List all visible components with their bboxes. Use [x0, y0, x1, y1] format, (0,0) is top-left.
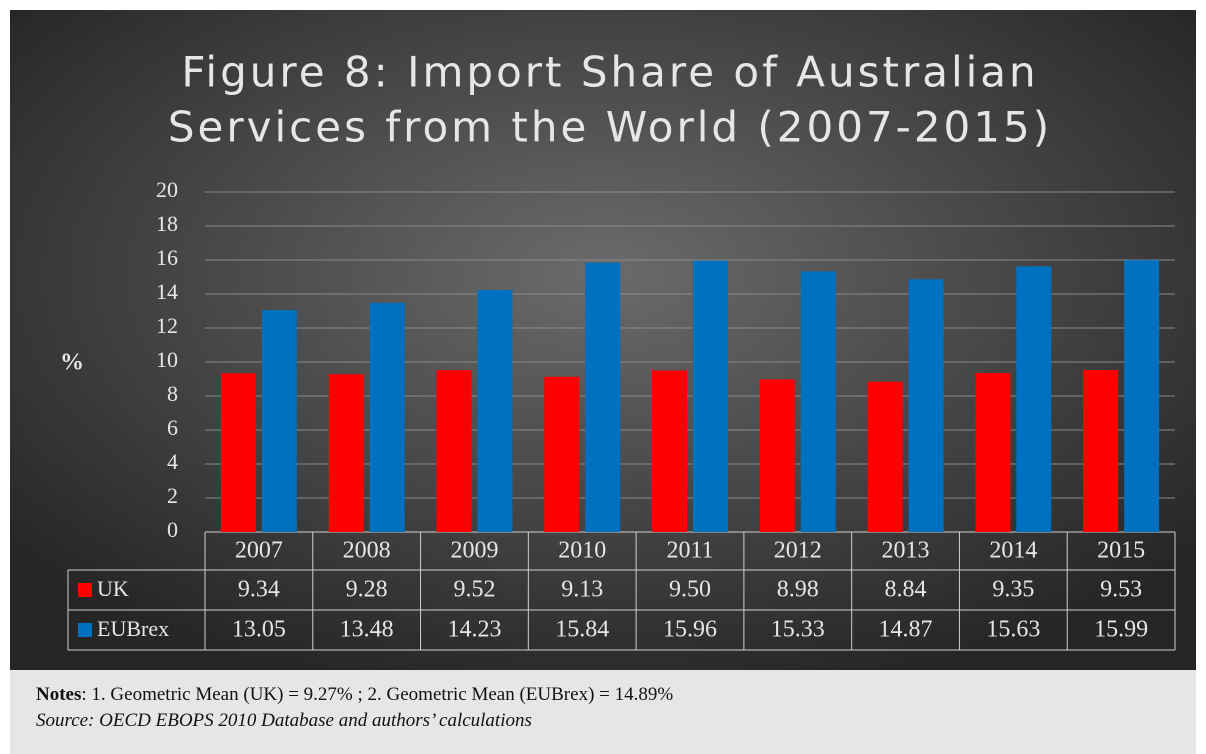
bar: [652, 370, 687, 532]
bar: [477, 290, 513, 532]
table-value: 8.84: [885, 577, 927, 603]
y-tick-label: 10: [156, 347, 178, 372]
table-value: 15.63: [986, 617, 1040, 643]
bar: [436, 370, 472, 532]
bar: [1083, 369, 1119, 532]
bar: [220, 373, 256, 532]
bar: [261, 310, 297, 532]
x-tick-label: 2013: [882, 538, 930, 564]
y-tick-label: 16: [156, 245, 178, 270]
x-tick-label: 2009: [450, 538, 498, 564]
table-value: 13.05: [232, 617, 286, 643]
notes-line: Notes: 1. Geometric Mean (UK) = 9.27% ; …: [36, 682, 1196, 708]
y-tick-label: 0: [167, 517, 178, 542]
x-tick-label: 2007: [235, 538, 283, 564]
chart-title: Services from the World (2007-2015): [168, 103, 1052, 152]
bar: [867, 381, 903, 532]
bar: [369, 302, 405, 532]
bar: [585, 262, 621, 532]
bar: [908, 279, 944, 532]
legend-swatch: [78, 583, 92, 597]
x-tick-label: 2011: [666, 538, 713, 564]
table-value: 9.50: [669, 577, 711, 603]
bar: [975, 373, 1011, 532]
table-value: 9.28: [346, 577, 388, 603]
table-value: 9.52: [453, 577, 495, 603]
table-value: 13.48: [340, 617, 394, 643]
table-value: 15.99: [1094, 617, 1148, 643]
table-value: 15.84: [555, 617, 609, 643]
bar: [328, 374, 364, 532]
table-value: 9.34: [238, 577, 280, 603]
chart-title: Figure 8: Import Share of Australian: [181, 48, 1038, 97]
y-tick-label: 4: [167, 449, 178, 474]
x-tick-label: 2010: [558, 538, 606, 564]
table-value: 9.53: [1100, 577, 1142, 603]
bar: [544, 376, 580, 532]
table-value: 8.98: [777, 577, 819, 603]
y-tick-label: 18: [156, 211, 178, 236]
y-tick-label: 2: [167, 483, 178, 508]
legend-swatch: [78, 623, 92, 637]
x-tick-label: 2015: [1097, 538, 1145, 564]
table-value: 9.13: [561, 577, 603, 603]
y-tick-label: 6: [167, 415, 178, 440]
bar: [1124, 260, 1160, 532]
y-tick-label: 20: [156, 177, 178, 202]
notes-label: Notes: [36, 684, 82, 705]
bar: [693, 260, 728, 532]
table-value: 9.35: [992, 577, 1034, 603]
y-tick-label: 12: [156, 313, 178, 338]
bar: [1016, 266, 1052, 532]
table-value: 15.96: [663, 617, 717, 643]
bar: [800, 271, 836, 532]
table-value: 14.87: [879, 617, 933, 643]
x-tick-label: 2008: [343, 538, 391, 564]
y-axis-label: %: [60, 350, 84, 376]
table-value: 14.23: [447, 617, 501, 643]
legend-label: UK: [97, 576, 129, 601]
y-tick-label: 8: [167, 381, 178, 406]
x-tick-label: 2012: [774, 538, 822, 564]
x-tick-label: 2014: [989, 538, 1037, 564]
notes-text: : 1. Geometric Mean (UK) = 9.27% ; 2. Ge…: [81, 684, 674, 705]
bar: [759, 379, 795, 532]
notes: Notes: 1. Geometric Mean (UK) = 9.27% ; …: [10, 670, 1196, 754]
chart: Figure 8: Import Share of Australian Ser…: [10, 10, 1196, 670]
y-tick-label: 14: [156, 279, 178, 304]
table-value: 15.33: [771, 617, 825, 643]
notes-source: Source: OECD EBOPS 2010 Database and aut…: [36, 710, 532, 731]
legend-label: EUBrex: [97, 616, 169, 641]
